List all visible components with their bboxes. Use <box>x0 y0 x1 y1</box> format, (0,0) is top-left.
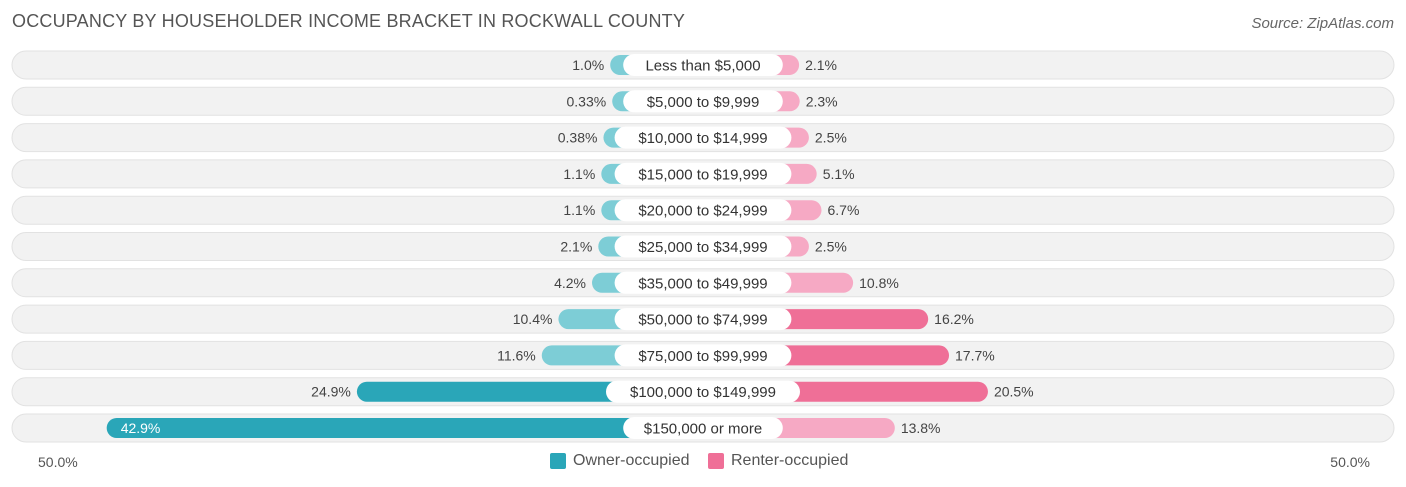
value-label-renter: 2.5% <box>815 239 847 255</box>
chart-title: OCCUPANCY BY HOUSEHOLDER INCOME BRACKET … <box>12 11 686 31</box>
value-label-owner: 1.0% <box>572 57 604 73</box>
category-label: $5,000 to $9,999 <box>647 94 760 111</box>
value-label-renter: 2.3% <box>806 93 838 109</box>
value-label-owner: 0.33% <box>567 93 607 109</box>
value-label-owner: 4.2% <box>554 275 586 291</box>
category-label: $20,000 to $24,999 <box>638 203 767 220</box>
value-label-renter: 5.1% <box>823 166 855 182</box>
value-label-owner: 0.38% <box>558 130 598 146</box>
category-label: $35,000 to $49,999 <box>638 275 767 292</box>
category-pill <box>614 344 792 367</box>
value-label-renter: 10.8% <box>859 275 899 291</box>
category-label: $10,000 to $14,999 <box>638 130 767 147</box>
value-label-owner: 1.1% <box>563 166 595 182</box>
category-pill <box>614 162 792 185</box>
category-pill <box>614 271 792 294</box>
category-label: $150,000 or more <box>644 421 762 438</box>
legend-label-renter: Renter-occupied <box>731 452 849 469</box>
category-label: $25,000 to $34,999 <box>638 239 767 256</box>
category-pill <box>614 308 792 331</box>
category-label: $75,000 to $99,999 <box>638 348 767 365</box>
value-label-renter: 6.7% <box>828 202 860 218</box>
legend-item-renter[interactable]: Renter-occupied <box>708 452 848 470</box>
legend-label-owner: Owner-occupied <box>573 452 690 469</box>
legend-item-owner[interactable]: Owner-occupied <box>550 452 690 470</box>
category-label: $100,000 to $149,999 <box>630 384 776 401</box>
category-pill <box>623 54 783 76</box>
value-label-renter: 20.5% <box>994 384 1034 400</box>
category-pill <box>614 126 792 149</box>
value-label-renter: 2.5% <box>815 130 847 146</box>
value-label-owner: 42.9% <box>121 420 161 436</box>
legend-swatch-renter <box>708 453 724 469</box>
value-label-owner: 11.6% <box>497 347 536 363</box>
source-note: Source: ZipAtlas.com <box>1251 15 1394 32</box>
value-label-owner: 2.1% <box>560 239 592 255</box>
category-pill <box>623 417 783 439</box>
value-label-renter: 13.8% <box>901 420 941 436</box>
category-pill <box>606 380 800 403</box>
value-label-renter: 17.7% <box>955 347 995 363</box>
category-pill <box>614 199 792 222</box>
category-label: $50,000 to $74,999 <box>638 312 767 329</box>
legend-swatch-owner <box>550 453 566 469</box>
legend: Owner-occupied Renter-occupied <box>0 452 1406 474</box>
bar-owner <box>106 418 703 438</box>
value-label-owner: 1.1% <box>563 202 595 218</box>
value-label-renter: 16.2% <box>934 311 974 327</box>
axis-left-label: 50.0% <box>38 454 78 470</box>
category-label: Less than $5,000 <box>645 58 760 75</box>
category-pill <box>614 235 792 258</box>
value-label-owner: 10.4% <box>513 311 553 327</box>
value-label-owner: 24.9% <box>311 384 351 400</box>
category-pill <box>623 90 783 113</box>
value-label-renter: 2.1% <box>805 57 837 73</box>
axis-right-label: 50.0% <box>1330 454 1370 470</box>
category-label: $15,000 to $19,999 <box>638 166 767 183</box>
